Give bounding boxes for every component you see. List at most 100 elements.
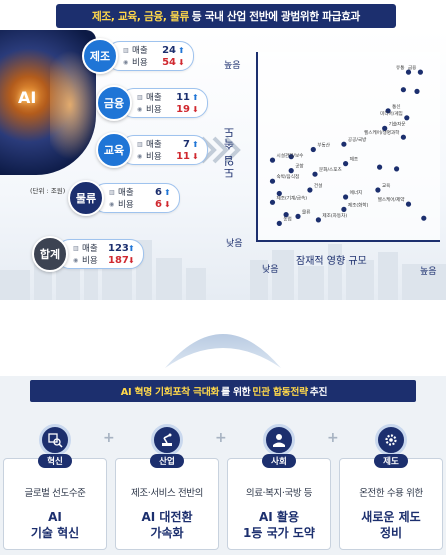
scatter-point: [269, 199, 276, 205]
y-axis-title: 도입 속도: [223, 126, 236, 179]
pillar-badge-institution: 제도: [371, 424, 411, 470]
cost-value: 19: [176, 103, 190, 115]
pillar-head: AI 활용 1등 국가 도약: [228, 509, 330, 541]
revenue-label: 매출: [146, 93, 162, 103]
scatter-point: [315, 217, 321, 223]
strategy-title: AI 혁명 기회포착 극대화 를 위한 민관 합동전략 추진: [30, 380, 416, 402]
arrow-down-icon: ⬇: [128, 255, 135, 265]
pillar-head-line1: AI: [48, 510, 62, 524]
scatter-point-label: 공항: [295, 163, 304, 170]
scatter-point-label: 미디어/게임: [380, 110, 403, 117]
scatter-point-label: 헬스케어/제약: [378, 196, 406, 203]
sector-badge: 금융: [96, 85, 132, 121]
scatter-point: [377, 164, 383, 170]
scatter-point: [341, 141, 347, 147]
adoption-impact-scatter: 유통 금융 통신 미디어/게임 기술자문 헬스케어/생명과학 공공/국방 부동산 시설관리/보수…: [256, 52, 440, 242]
scatter-point-label: 기술자문: [389, 120, 406, 127]
strategy-lead: AI 혁명 기회포착 극대화: [120, 387, 220, 398]
sector-card: ▥ 매출 7 ⬆ ◉ 비용 11 ⬇: [120, 135, 208, 165]
plus-icon: +: [215, 430, 227, 446]
sector-total: 합계 ▥ 매출 123 ⬆ ◉ 비용 187 ⬇: [32, 236, 144, 272]
revenue-label: 매출: [146, 140, 162, 150]
sector-card: ▥ 매출 24 ⬆ ◉ 비용 54 ⬇: [106, 41, 194, 71]
scatter-point: [312, 171, 318, 177]
x-axis-low-label: 낮음: [262, 265, 279, 275]
revenue-value: 11: [176, 91, 190, 103]
sector-badge: 교육: [96, 132, 132, 168]
cost-value: 54: [162, 56, 176, 68]
scatter-point-label: 숙박/음식점: [277, 173, 300, 180]
revenue-value: 24: [162, 44, 176, 56]
scatter-point: [307, 187, 313, 193]
pillar-badge-society: 사회: [259, 424, 299, 470]
scatter-point: [385, 108, 391, 114]
building-icon: ▥: [123, 46, 129, 54]
pillar-head: 새로운 제도 정비: [340, 509, 442, 541]
pillar-institution: 온전한 수용 위한 새로운 제도 정비: [339, 458, 443, 550]
ai-hand-image: AI: [0, 30, 96, 175]
pillar-head: AI 대전환 가속화: [116, 509, 218, 541]
scatter-point: [404, 115, 410, 121]
scatter-point: [394, 166, 400, 172]
coins-icon: ◉: [137, 152, 143, 160]
y-axis-high-label: 높음: [224, 61, 241, 71]
sector-badge: 합계: [32, 236, 68, 272]
scatter-point: [343, 161, 349, 167]
strategy-mid: 를 위한: [221, 387, 251, 398]
unit-note: (단위 : 조원): [30, 187, 66, 195]
arrow-down-icon: ⬇: [192, 104, 199, 114]
scatter-point: [288, 168, 294, 174]
sector-badge: 물류: [68, 180, 104, 216]
cost-label: 비용: [82, 256, 98, 266]
scatter-point-label: 통신: [392, 103, 400, 110]
pillar-head: AI 기술 혁신: [4, 509, 106, 541]
pillar-desc: 글로벌 선도수준: [24, 488, 86, 499]
pillar-badge-label: 사회: [262, 454, 296, 468]
pillar-head-line1: AI 대전환: [141, 510, 193, 524]
scatter-point: [269, 157, 276, 163]
scatter-point: [288, 154, 294, 160]
scatter-point-label: 문화/스포츠: [319, 167, 342, 173]
pillar-industry: 제조·서비스 전반의 AI 대전환 가속화: [115, 458, 219, 550]
pillar-society: 의료·복지·국방 등 AI 활용 1등 국가 도약: [227, 458, 331, 550]
building-icon: ▥: [109, 188, 115, 196]
arrow-up-icon: ⬆: [128, 243, 135, 253]
scatter-point: [343, 194, 349, 200]
arrow-down-icon: ⬇: [192, 151, 199, 161]
arrow-down-icon: ⬇: [178, 57, 185, 67]
scatter-point: [405, 69, 412, 75]
arrow-up-icon: ⬆: [164, 187, 171, 197]
cost-value: 6: [155, 198, 162, 210]
scatter-point-label: 유통: [396, 65, 404, 71]
building-icon: ▥: [73, 244, 79, 252]
pillar-desc: 제조·서비스 전반의: [131, 488, 203, 499]
building-icon: ▥: [137, 93, 143, 101]
ai-image-text: AI: [18, 88, 37, 107]
cost-value: 187: [108, 254, 129, 266]
gear-icon: [375, 424, 407, 456]
revenue-label: 매출: [118, 188, 134, 198]
cost-label: 비용: [118, 200, 134, 210]
pillar-head-line2: 정비: [379, 526, 403, 540]
scatter-point: [382, 125, 388, 131]
scatter-point-label: 공공/국방: [348, 136, 367, 143]
banner-rest: 등 국내 산업 전반에 광범위한 파급효과: [191, 10, 360, 23]
pillar-head-line2: 기술 혁신: [30, 526, 80, 540]
scatter-point: [283, 212, 289, 218]
scatter-point-label: 교육: [382, 183, 390, 189]
x-axis-title: 잠재적 영향 규모: [296, 256, 367, 267]
scatter-svg: 유통 금융통신미디어/게임기술자문헬스케어/생명과학공공/국방부동산시설관리/보수…: [269, 65, 427, 226]
scatter-point: [400, 87, 406, 93]
cost-value: 11: [176, 150, 190, 162]
sector-card: ▥ 매출 123 ⬆ ◉ 비용 187 ⬇: [56, 239, 144, 269]
sector-manufacturing: 제조 ▥ 매출 24 ⬆ ◉ 비용 54 ⬇: [82, 38, 194, 74]
scatter-point: [269, 178, 276, 184]
scatter-point-label: 제조(자동차): [322, 212, 347, 219]
scatter-point: [414, 88, 420, 94]
revenue-value: 6: [155, 186, 162, 198]
hand-care-icon: [263, 424, 295, 456]
scatter-point-label: 제조(기계/금속): [277, 194, 308, 201]
pillar-badge-innovation: 혁신: [35, 424, 75, 470]
scatter-point-label: 부동산: [317, 142, 330, 149]
scatter-point-label: 에너지: [350, 189, 363, 196]
